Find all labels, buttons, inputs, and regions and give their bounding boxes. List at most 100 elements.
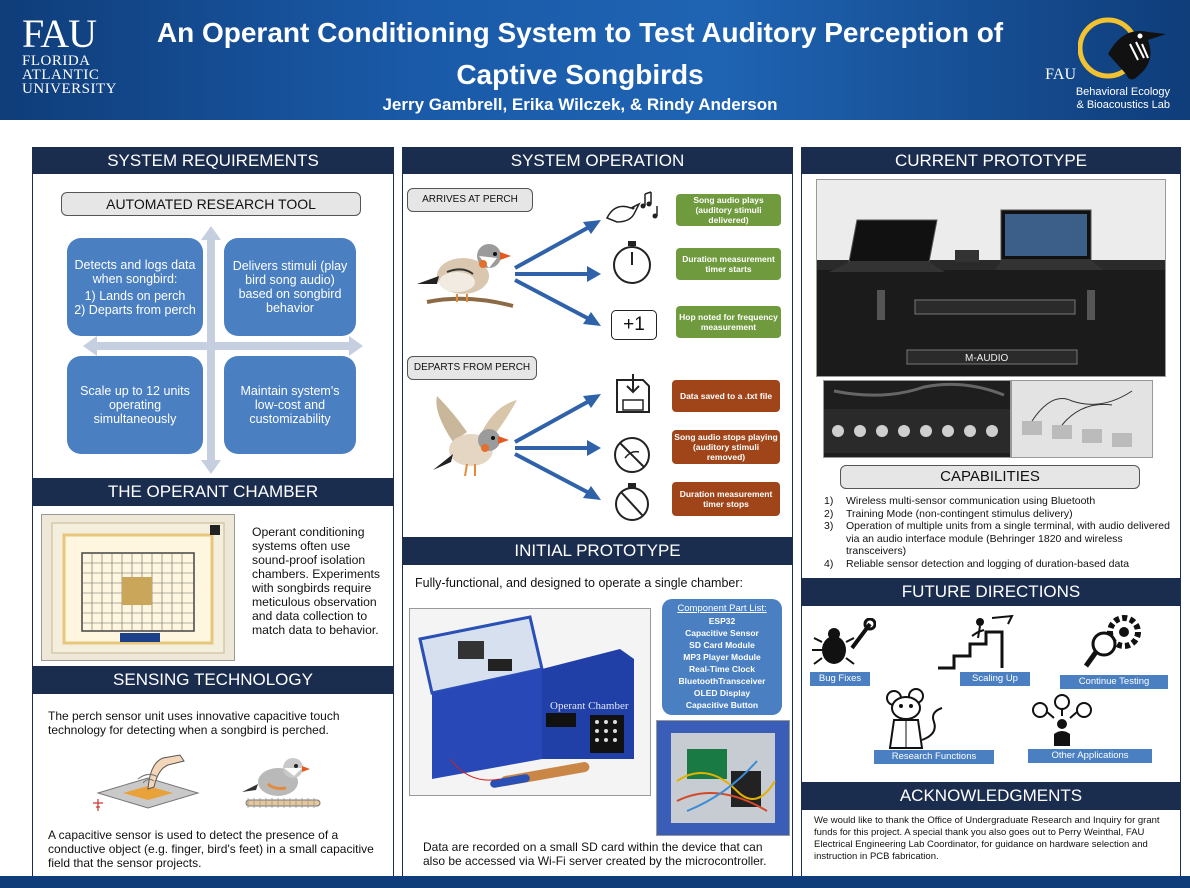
poster-title: An Operant Conditioning System to Test A… [130,12,1030,96]
lab-logo-line: Behavioral Ecology [1075,86,1170,98]
perched-bird-icon [242,758,321,808]
no-sound-icon [614,437,650,473]
sensing-text-1: The perch sensor unit uses innovative ca… [48,709,340,737]
prototype-illustration: Operant Chamber [410,609,650,795]
part-item: SD Card Module [689,640,755,650]
part-item: OLED Display [693,688,751,698]
current-prototype-title: CURRENT PROTOTYPE [802,148,1180,174]
system-requirements-title: SYSTEM REQUIREMENTS [33,148,393,174]
finch-perched-icon [417,244,514,308]
stopwatch-icon [613,241,651,284]
song-audio-plays-box: Song audio plays (auditory stimuli deliv… [676,194,781,226]
requirement-scale-up: Scale up to 12 units operating simultane… [67,356,203,454]
capability-text: Wireless multi-sensor communication usin… [846,495,1096,507]
fau-logo-line: ATLANTIC [22,67,100,83]
prototype-inside-illustration [657,721,789,835]
requirement-item: 2) Departs from perch [74,302,196,317]
capability-num: 4) [824,557,834,570]
authors: Jerry Gambrell, Erika Wilczek, & Rindy A… [382,95,778,114]
sensing-text-2: A capacitive sensor is used to detect th… [48,828,374,870]
poster-header: FAU FLORIDA ATLANTIC UNIVERSITY An Opera… [0,0,1190,120]
search-gear-icon [1084,615,1141,668]
capability-num: 1) [824,495,834,507]
chamber-photo [41,514,235,661]
capability-text: Training Mode (non-contingent stimulus d… [846,507,1073,520]
audio-interface-photo [823,380,1011,458]
save-icon [616,374,650,413]
capability-item: 2) Training Mode (non-contingent stimulus… [824,508,1170,521]
sensor-units-photo [1011,380,1153,458]
part-item: MP3 Player Module [683,652,761,662]
future-other-applications: Other Applications [1028,749,1152,763]
initial-prototype-intro: Fully-functional, and designed to operat… [415,576,743,590]
requirement-low-cost: Maintain system's low-cost and customiza… [224,356,356,454]
acknowledgments-text: We would like to thank the Office of Und… [814,815,1160,862]
finch-flying-icon [433,396,517,477]
part-item: Capacitive Button [685,700,759,710]
future-bug-fixes: Bug Fixes [810,672,870,686]
part-item: ESP32 [708,616,736,626]
requirement-detects-logs: Detects and logs data when songbird: 1) … [67,238,203,336]
capability-item: 3) Operation of multiple units from a sin… [824,520,1170,558]
system-operation-title: SYSTEM OPERATION [403,148,792,174]
capability-item: 4) Reliable sensor detection and logging … [824,558,1170,571]
laptops-desk-illustration: M-AUDIO [817,180,1165,376]
stairs-growth-icon [938,614,1014,670]
bird-head-icon [1078,17,1166,80]
requirement-delivers-stimuli: Delivers stimuli (play bird song audio) … [224,238,356,336]
capabilities-pill: CAPABILITIES [840,465,1140,489]
plus-one-icon: +1 [611,310,657,340]
sensing-technology-title: SENSING TECHNOLOGY [33,666,393,694]
middle-column: SYSTEM OPERATION ARRIVES AT PERCH [402,147,793,877]
future-scaling-up: Scaling Up [960,672,1030,686]
left-column: SYSTEM REQUIREMENTS AUTOMATED RESEARCH T… [32,147,394,877]
lab-logo-fau: FAU [1045,66,1076,83]
arrival-arrows [514,220,601,326]
future-directions-title: FUTURE DIRECTIONS [802,578,1180,606]
hop-noted-box: Hop noted for frequency measurement [676,306,781,338]
capability-num: 2) [824,507,834,520]
title-line-1: An Operant Conditioning System to Test A… [156,17,1004,48]
title-line-2: Captive Songbirds [456,59,704,90]
requirement-item: 1) Lands on perch [84,288,186,303]
operant-chamber-title: THE OPERANT CHAMBER [33,478,393,506]
part-item: Capacitive Sensor [685,628,759,638]
scientist-rat-icon [886,688,943,749]
timer-stop-icon [615,483,649,521]
component-part-list: Component Part List: ESP32 Capacitive Se… [662,599,782,715]
parts-list-title: Component Part List: [677,603,767,614]
fau-logo-line: UNIVERSITY [22,81,117,97]
future-continue-testing: Continue Testing [1060,675,1168,689]
operant-chamber-text: Operant conditioning systems often use s… [252,525,381,637]
network-people-icon [1032,694,1092,746]
departs-from-perch-pill: DEPARTS FROM PERCH [407,356,537,380]
data-saved-box: Data saved to a .txt file [672,380,780,412]
bottom-bar [0,876,1190,888]
timer-starts-box: Duration measurement timer starts [676,248,781,280]
current-prototype-photo: M-AUDIO [816,179,1166,377]
initial-prototype-title: INITIAL PROTOTYPE [403,537,792,565]
initial-prototype-outro: Data are recorded on a small SD card wit… [423,840,767,868]
quadrant-arrows [83,226,363,474]
capabilities-list: 1) Wireless multi-sensor communication us… [824,495,1170,570]
chamber-illustration [42,515,234,660]
arrives-at-perch-pill: ARRIVES AT PERCH [407,188,533,212]
right-column: CURRENT PROTOTYPE M-AUDIO [801,147,1181,877]
bug-wrench-icon [812,618,876,665]
audio-interface-illustration [824,381,1010,457]
lab-logo: FAU Behavioral Ecology & Bioacoustics La… [1018,14,1178,114]
singing-bird-icon [605,191,658,223]
fau-logo-line: FLORIDA [22,53,91,69]
capability-text: Operation of multiple units from a singl… [846,520,1170,557]
capability-num: 3) [824,520,834,532]
prototype-device-label: Operant Chamber [550,700,629,712]
acknowledgments-title: ACKNOWLEDGMENTS [802,782,1180,810]
fau-logo: FAU FLORIDA ATLANTIC UNIVERSITY [22,14,117,97]
song-audio-stops-box: Song audio stops playing (auditory stimu… [672,430,780,464]
timer-stops-box: Duration measurement timer stops [672,482,780,516]
requirement-head: Detects and logs data when songbird: [74,257,196,286]
lab-logo-line: & Bioacoustics Lab [1076,99,1170,111]
departure-arrows [514,394,601,500]
part-item: BluetoothTransceiver [678,676,766,686]
future-research-functions: Research Functions [874,750,994,764]
